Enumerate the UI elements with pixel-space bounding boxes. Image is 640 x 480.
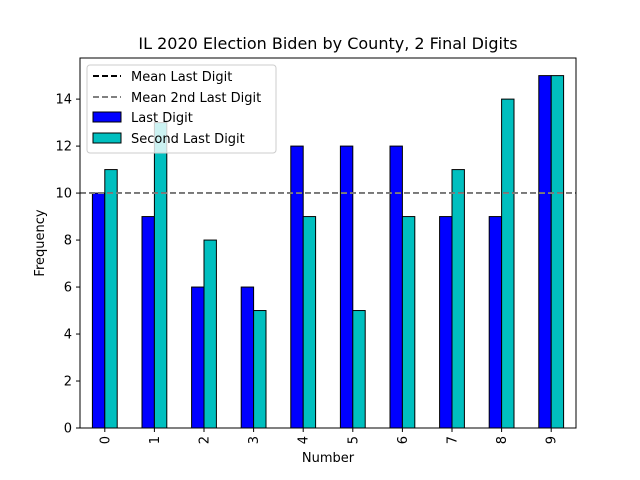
x-tick-label-0: 0 xyxy=(98,436,113,444)
legend: Mean Last Digit Mean 2nd Last Digit Last… xyxy=(86,64,277,154)
bar-second-last-digit-3 xyxy=(253,310,267,429)
bar-last-digit-8 xyxy=(488,216,503,429)
x-tick-label-1: 1 xyxy=(148,436,163,444)
y-axis-label: Frequency xyxy=(33,209,48,276)
bar-second-last-digit-7 xyxy=(451,169,465,429)
y-tick-label-10: 10 xyxy=(55,187,72,202)
y-tick-label-4: 4 xyxy=(64,328,72,343)
y-tick-label-14: 14 xyxy=(55,93,72,108)
legend-swatch-second-last-digit xyxy=(92,132,122,144)
x-tick-label-4: 4 xyxy=(297,436,312,444)
bar-last-digit-4 xyxy=(290,145,304,429)
x-tick-label-9: 9 xyxy=(545,436,560,444)
bar-second-last-digit-5 xyxy=(352,310,366,429)
legend-label-mean-last-digit: Mean Last Digit xyxy=(131,70,232,85)
y-tick-label-8: 8 xyxy=(64,234,72,249)
x-axis: 0 1 2 3 4 5 6 7 8 9 xyxy=(98,428,560,444)
bar-second-last-digit-1 xyxy=(153,122,168,429)
legend-swatch-last-digit xyxy=(92,111,122,123)
chart-title: IL 2020 Election Biden by County, 2 Fina… xyxy=(138,34,517,53)
legend-label-second-last-digit: Second Last Digit xyxy=(131,132,245,147)
legend-label-last-digit: Last Digit xyxy=(131,111,193,126)
bar-last-digit-6 xyxy=(389,145,403,429)
legend-label-mean-2nd-last-digit: Mean 2nd Last Digit xyxy=(131,91,261,106)
bar-second-last-digit-2 xyxy=(203,239,217,429)
x-axis-label: Number xyxy=(302,451,355,466)
bar-second-last-digit-9 xyxy=(550,75,565,429)
bar-last-digit-9 xyxy=(538,75,552,429)
bar-second-last-digit-4 xyxy=(302,216,317,429)
bar-second-last-digit-6 xyxy=(401,216,416,429)
x-tick-label-6: 6 xyxy=(396,436,411,444)
x-tick-label-2: 2 xyxy=(198,436,213,444)
plot-frame xyxy=(79,57,577,429)
bar-last-digit-3 xyxy=(240,286,255,429)
x-tick-label-7: 7 xyxy=(446,436,461,444)
bar-last-digit-0 xyxy=(91,192,106,429)
x-tick-label-5: 5 xyxy=(346,436,361,444)
x-tick-label-3: 3 xyxy=(247,436,262,444)
bar-last-digit-7 xyxy=(439,216,453,429)
bar-last-digit-5 xyxy=(339,145,354,429)
x-tick-label-8: 8 xyxy=(495,436,510,444)
bars-layer xyxy=(91,75,565,429)
y-tick-label-0: 0 xyxy=(64,422,72,437)
y-tick-label-6: 6 xyxy=(64,281,72,296)
y-tick-label-12: 12 xyxy=(55,140,72,155)
bar-second-last-digit-8 xyxy=(501,98,515,429)
bar-second-last-digit-0 xyxy=(104,169,118,429)
bar-last-digit-2 xyxy=(191,286,205,429)
legend-box xyxy=(86,64,277,154)
y-axis: 0 2 4 6 8 10 12 14 xyxy=(55,93,80,437)
y-tick-label-2: 2 xyxy=(64,375,72,390)
bar-last-digit-1 xyxy=(141,216,155,429)
